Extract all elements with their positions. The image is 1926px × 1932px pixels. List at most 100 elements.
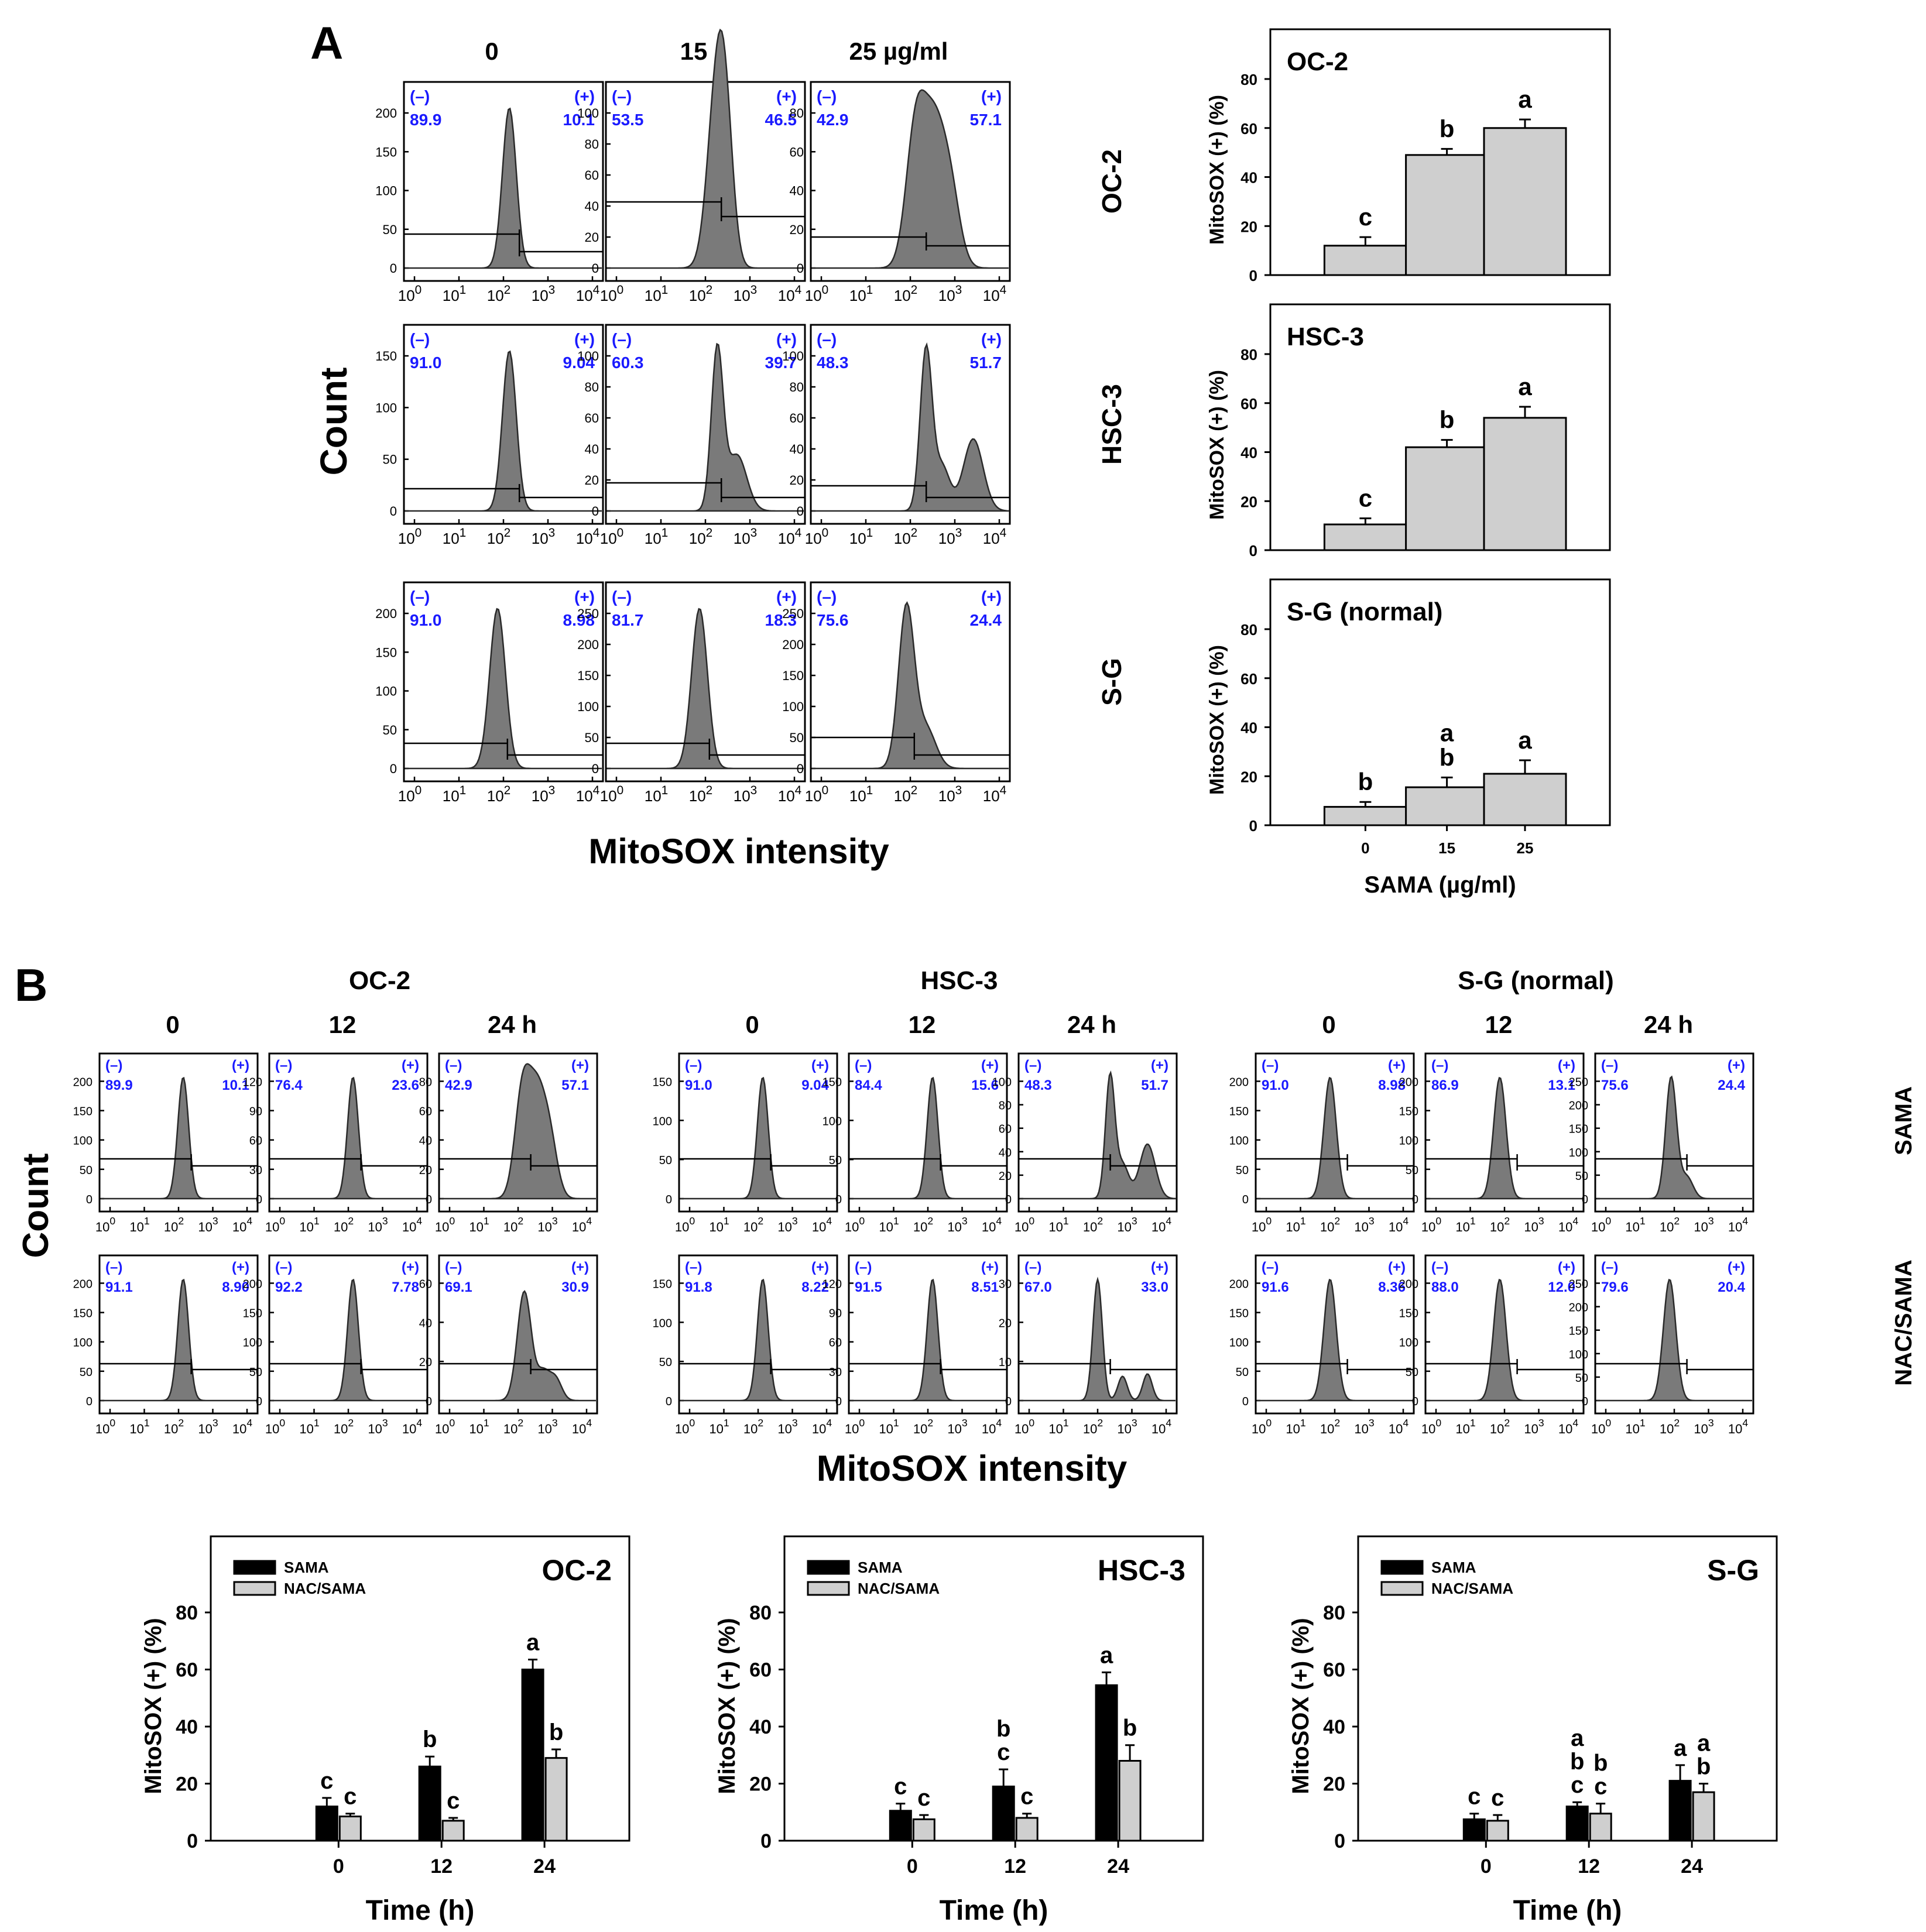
x-decade-label: 100 [1252, 1215, 1272, 1234]
gate-negative-value: 79.6 [1601, 1279, 1629, 1295]
y-tick-label: 20 [585, 230, 599, 245]
y-tick-label: 80 [790, 380, 804, 394]
x-decade-exponent: 1 [662, 784, 669, 797]
x-decade-exponent: 1 [724, 1215, 729, 1227]
y-tick-label: 50 [659, 1154, 672, 1167]
gate-negative-label: (–) [612, 330, 632, 348]
y-tick-label: 150 [375, 349, 397, 363]
x-decade-exponent: 3 [552, 1215, 558, 1227]
x-decade-exponent: 0 [109, 1215, 115, 1227]
gate-positive-value: 8.51 [971, 1279, 999, 1295]
y-tick-label: 150 [243, 1308, 262, 1320]
y-tick-label: 100 [653, 1115, 672, 1128]
y-tick-label: 60 [585, 411, 599, 425]
gate-positive-label: (+) [811, 1260, 829, 1275]
y-tick-label: 50 [249, 1366, 262, 1379]
y-tick-label: 150 [653, 1076, 672, 1089]
x-decade-label: 101 [849, 283, 873, 304]
y-tick-label: 0 [1249, 267, 1257, 284]
y-tick-label: 150 [823, 1076, 842, 1089]
x-decade-label: 101 [849, 784, 873, 805]
x-decade-label: 102 [334, 1417, 354, 1436]
x-tick-label: 0 [907, 1855, 918, 1878]
x-decade-label: 104 [778, 784, 802, 805]
x-decade-exponent: 2 [927, 1417, 933, 1429]
x-decade-exponent: 0 [1266, 1417, 1272, 1429]
y-tick-label: 50 [1575, 1372, 1588, 1385]
x-decade-label: 104 [1558, 1417, 1578, 1436]
x-axis-label: MitoSOX intensity [817, 1449, 1128, 1489]
significance-letter: c [1491, 1785, 1504, 1811]
x-decade-label: 101 [1048, 1417, 1068, 1436]
histogram-curve [680, 1278, 836, 1402]
bar [1323, 245, 1407, 276]
gate-negative-label: (–) [855, 1260, 872, 1275]
x-decade-exponent: 4 [1166, 1215, 1171, 1227]
gate-positive-label: (+) [1558, 1058, 1575, 1073]
x-decade-label: 103 [1524, 1417, 1544, 1436]
gate-negative-label: (–) [817, 330, 837, 348]
y-tick-label: 30 [829, 1366, 842, 1379]
y-tick-label: 40 [999, 1147, 1012, 1159]
gate-negative-label: (–) [1262, 1058, 1279, 1073]
gate-negative-label: (–) [445, 1260, 462, 1275]
x-decade-label: 103 [1524, 1215, 1544, 1234]
bar-nac [1486, 1820, 1509, 1842]
gate-positive-label: (+) [402, 1260, 419, 1275]
x-decade-exponent: 0 [617, 526, 624, 540]
x-decade-label: 102 [689, 784, 713, 805]
time-label: 0 [166, 1011, 179, 1038]
gate-positive-label: (+) [402, 1058, 419, 1073]
gate-positive-value: 51.7 [1141, 1077, 1168, 1093]
gate-positive-label: (+) [574, 87, 595, 105]
x-decade-exponent: 0 [689, 1417, 695, 1429]
histogram-curve [1427, 1278, 1582, 1402]
y-tick-label: 120 [823, 1278, 842, 1291]
gate-positive-value: 9.04 [801, 1077, 829, 1093]
y-tick-label: 20 [1240, 493, 1257, 510]
gate-positive-value: 51.7 [970, 354, 1002, 372]
x-decade-label: 101 [879, 1215, 899, 1234]
y-tick-label: 0 [426, 1193, 432, 1206]
panel-label-A: A [310, 17, 343, 68]
y-tick-label: 20 [790, 222, 804, 237]
histogram-curve [607, 28, 804, 269]
x-decade-exponent: 2 [911, 526, 918, 540]
y-tick-label: 100 [1229, 1337, 1249, 1350]
x-decade-exponent: 1 [866, 283, 873, 297]
bar [1323, 523, 1407, 551]
x-decade-label: 101 [469, 1417, 489, 1436]
x-decade-exponent: 1 [893, 1215, 899, 1227]
x-decade-label: 104 [576, 784, 600, 805]
legend-swatch-nac [807, 1581, 850, 1596]
x-decade-exponent: 1 [460, 283, 467, 297]
time-label: 12 [329, 1011, 357, 1038]
x-decade-exponent: 1 [460, 784, 467, 797]
histogram-curve [270, 1278, 426, 1402]
x-decade-label: 100 [600, 526, 624, 547]
y-tick-label: 250 [577, 606, 599, 621]
gate-negative-value: 53.5 [612, 111, 644, 129]
y-tick-label: 40 [790, 184, 804, 198]
gate-negative-label: (–) [275, 1058, 292, 1073]
gate-positive-value: 8.22 [801, 1279, 829, 1295]
x-decade-label: 102 [1660, 1215, 1680, 1234]
x-decade-exponent: 0 [859, 1417, 865, 1429]
y-tick-label: 40 [585, 199, 599, 214]
row-label: S-G [1096, 658, 1127, 706]
y-tick-label: 40 [176, 1716, 198, 1738]
y-tick-label: 20 [419, 1164, 432, 1177]
x-decade-label: 100 [398, 784, 422, 805]
bar-nac [1015, 1817, 1039, 1842]
x-decade-label: 100 [398, 283, 422, 304]
y-tick-label: 0 [86, 1395, 92, 1408]
y-tick-label: 100 [992, 1076, 1012, 1089]
legend-label: NAC/SAMA [1431, 1580, 1513, 1597]
y-tick-label: 0 [256, 1193, 262, 1206]
y-axis-label: MitoSOX (+) (%) [140, 1618, 166, 1794]
x-decade-exponent: 4 [1742, 1215, 1748, 1227]
y-tick-label: 80 [1323, 1602, 1345, 1624]
x-decade-label: 103 [368, 1215, 388, 1234]
